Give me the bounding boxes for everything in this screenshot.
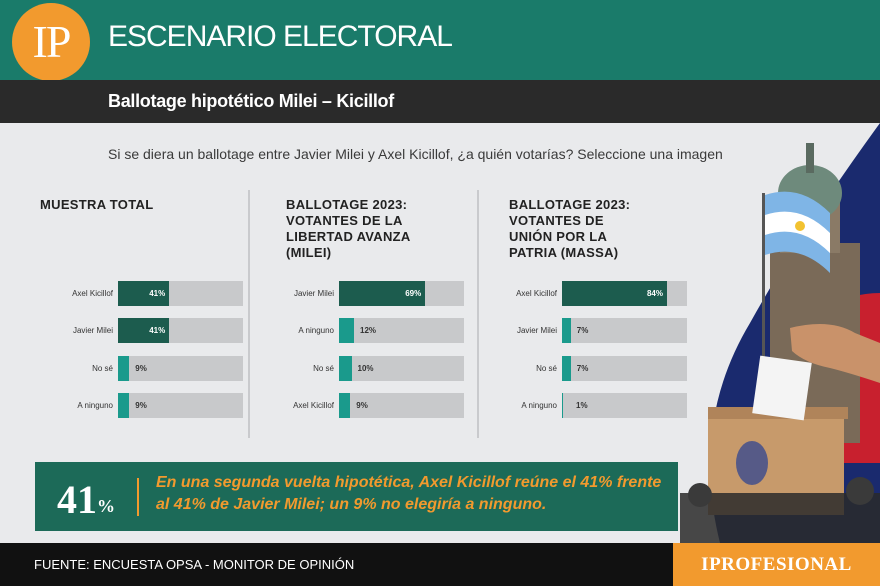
highlight-number: 41 [57,477,97,522]
bar-value-label: 9% [135,363,147,373]
bar-value-label: 41% [149,326,166,336]
bar-value-label: 9% [135,400,147,410]
bar-category-label: Axel Kicillof [516,289,557,298]
bar [339,318,354,344]
col-title-votantes-uxp: BALLOTAGE 2023: VOTANTES DE UNIÓN POR LA… [509,197,631,260]
bar-category-label: Axel Kicillof [293,400,334,410]
bar-track [339,392,464,418]
bar-category-label: No sé [536,363,557,373]
bar-track [562,392,687,418]
brand-logo: IPROFESIONAL [673,543,880,586]
source-note: FUENTE: ENCUESTA OPSA - MONITOR DE OPINI… [34,557,355,572]
bar-category-label: A ninguno [298,326,334,336]
bar-track [339,355,464,381]
bar [118,355,130,381]
bar-value-label: 1% [576,400,588,410]
column-divider [248,190,250,438]
highlight-box: 41 % En una segunda vuelta hipotética, A… [35,462,678,531]
bar-track [562,318,687,344]
survey-question: Si se diera un ballotage entre Javier Mi… [108,146,723,162]
chart-title: Ballotage hipotético Milei – Kicillof [108,91,394,111]
column-divider [477,190,479,438]
bar-category-label: Javier Milei [516,326,557,336]
bar-track [562,355,687,381]
header-title: ESCENARIO ELECTORAL [108,20,453,53]
bar-category-label: Javier Milei [293,289,334,298]
bar [339,392,351,418]
header-bar: IP ESCENARIO ELECTORAL [0,0,880,81]
footer-bar: FUENTE: ENCUESTA OPSA - MONITOR DE OPINI… [0,543,880,586]
bar [562,392,564,418]
bar [118,392,130,418]
bar-value-label: 10% [357,363,374,373]
ip-logo: IP [12,3,90,81]
bar-value-label: 7% [576,363,589,373]
bar-value-label: 9% [356,400,368,410]
bar [339,281,426,306]
bar-value-label: 84% [646,289,663,298]
highlight-percent: % [97,496,115,516]
bar [562,355,571,381]
bar [118,281,170,306]
bar [562,281,667,306]
bar-category-label: No sé [313,363,334,373]
bar-track [118,355,243,381]
bar-track [118,392,243,418]
highlight-separator [137,478,139,516]
election-illustration [680,123,880,543]
bar-category-label: Javier Milei [72,326,113,336]
bar-value-label: 7% [576,326,589,336]
bar-category-label: No sé [92,363,113,373]
bar [118,318,170,344]
subheader-bar: Ballotage hipotético Milei – Kicillof [0,80,880,123]
col-title-votantes-lla: BALLOTAGE 2023: VOTANTES DE LA LIBERTAD … [286,197,411,260]
bar-category-label: A ninguno [77,400,113,410]
col-title-muestra-total: MUESTRA TOTAL [40,197,154,212]
bar [339,355,352,381]
bar-value-label: 69% [405,289,422,298]
highlight-text: En una segunda vuelta hipotética, Axel K… [156,474,662,513]
bar-track [339,318,464,344]
bar [562,318,571,344]
bar-category-label: Axel Kicillof [72,289,113,298]
bar-category-label: A ninguno [521,400,557,410]
bar-value-label: 41% [149,289,166,298]
bar-value-label: 12% [360,326,377,336]
